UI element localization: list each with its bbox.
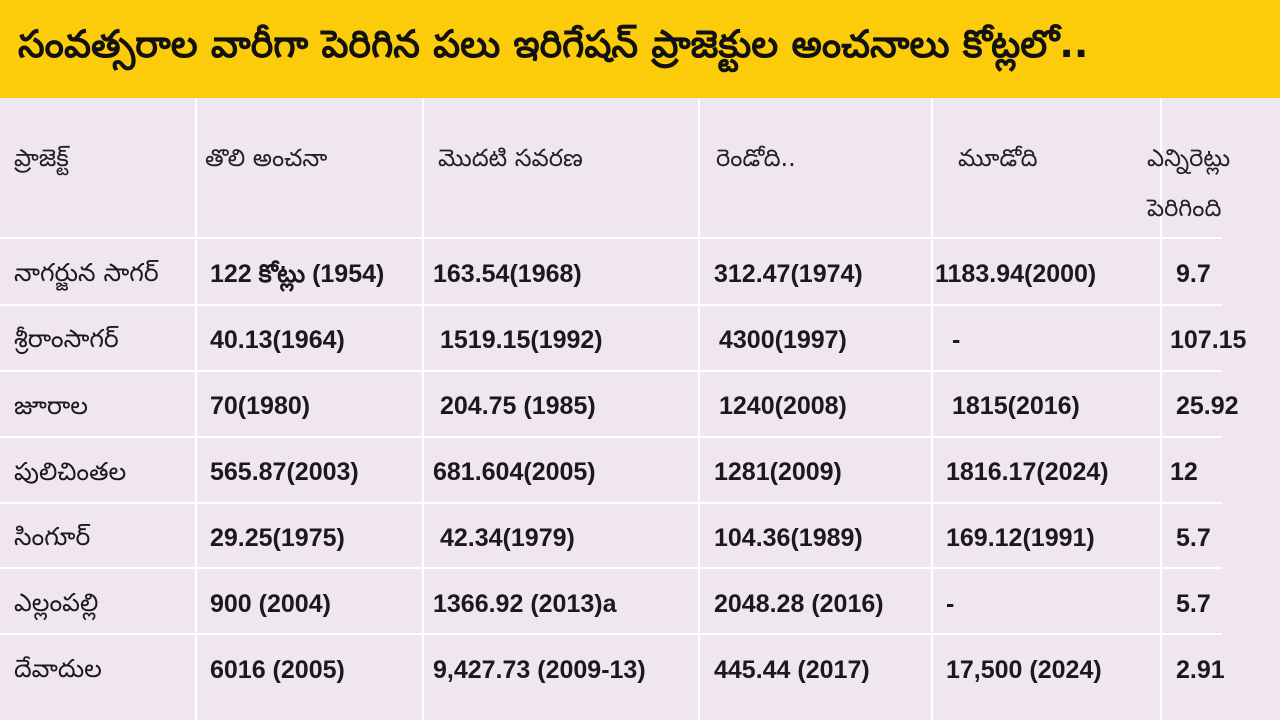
table-cell: 4300(1997) bbox=[719, 326, 847, 354]
row-divider bbox=[0, 502, 1222, 504]
row-divider bbox=[0, 567, 1222, 569]
table-cell: 163.54(1968) bbox=[433, 260, 582, 288]
table-cell: 107.15 bbox=[1170, 326, 1247, 354]
column-divider bbox=[195, 98, 197, 720]
project-name: జూరాల bbox=[14, 391, 89, 420]
column-divider bbox=[422, 98, 424, 720]
project-name: నాగర్జున సాగర్ bbox=[14, 258, 159, 287]
table-cell: - bbox=[952, 326, 961, 354]
table-cell: 5.7 bbox=[1176, 524, 1211, 552]
row-divider bbox=[0, 304, 1222, 306]
table-cell: 1240(2008) bbox=[719, 392, 847, 420]
project-name: పులిచింతల bbox=[14, 457, 127, 486]
table-cell: 1815(2016) bbox=[952, 392, 1080, 420]
table-cell: 122 కోట్లు (1954) bbox=[210, 260, 385, 288]
table-cell: 2.91 bbox=[1176, 656, 1225, 684]
table-cell: 1519.15(1992) bbox=[440, 326, 603, 354]
table-cell: 1183.94(2000) bbox=[935, 260, 1097, 288]
project-name: సింగూర్ bbox=[14, 522, 91, 551]
table-cell: 169.12(1991) bbox=[946, 524, 1095, 552]
row-divider bbox=[0, 633, 1222, 635]
header-project: ప్రాజెక్ట్ bbox=[14, 144, 69, 172]
table-cell: 6016 (2005) bbox=[210, 656, 345, 684]
project-name: దేవాదుల bbox=[14, 654, 102, 683]
table-cell: 681.604(2005) bbox=[433, 458, 596, 486]
project-name: ఎల్లంపల్లి bbox=[14, 588, 99, 617]
column-divider bbox=[1160, 98, 1162, 720]
table-cell: 40.13(1964) bbox=[210, 326, 345, 354]
header-initial-estimate: తొలి అంచనా bbox=[205, 144, 328, 172]
row-divider bbox=[0, 370, 1222, 372]
header-first-revision: మొదటి సవరణ bbox=[438, 144, 583, 172]
table-cell: 12 bbox=[1170, 458, 1198, 486]
table-cell: 900 (2004) bbox=[210, 590, 331, 618]
table-cell: 1366.92 (2013)a bbox=[433, 590, 617, 618]
table-cell: 445.44 (2017) bbox=[714, 656, 870, 684]
title-banner: సంవత్సరాల వారీగా పెరిగిన పలు ఇరిగేషన్ ప్… bbox=[0, 0, 1280, 98]
page-title: సంవత్సరాల వారీగా పెరిగిన పలు ఇరిగేషన్ ప్… bbox=[18, 22, 1089, 66]
projects-table: ప్రాజెక్ట్ తొలి అంచనా మొదటి సవరణ రెండోది… bbox=[0, 98, 1280, 720]
project-name: శ్రీరాంసాగర్ bbox=[14, 324, 119, 353]
table-cell: 312.47(1974) bbox=[714, 260, 863, 288]
header-times-increased: ఎన్నిరెట్లు bbox=[1147, 144, 1231, 172]
table-cell: 70(1980) bbox=[210, 392, 311, 420]
table-cell: 204.75 (1985) bbox=[440, 392, 596, 420]
table-cell: 5.7 bbox=[1176, 590, 1211, 618]
table-cell: 565.87(2003) bbox=[210, 458, 359, 486]
table-cell: 17,500 (2024) bbox=[946, 656, 1102, 684]
column-divider bbox=[698, 98, 700, 720]
row-divider bbox=[0, 436, 1222, 438]
table-cell: 104.36(1989) bbox=[714, 524, 863, 552]
table-cell: 29.25(1975) bbox=[210, 524, 345, 552]
header-times-increased-2: పెరిగింది bbox=[1147, 194, 1222, 222]
column-divider bbox=[931, 98, 933, 720]
table-cell: - bbox=[946, 590, 955, 618]
table-cell: 2048.28 (2016) bbox=[714, 590, 884, 618]
table-cell: 9.7 bbox=[1176, 260, 1211, 288]
header-third-revision: మూడోది bbox=[958, 144, 1038, 172]
table-cell: 25.92 bbox=[1176, 392, 1239, 420]
table-cell: 1816.17(2024) bbox=[946, 458, 1109, 486]
row-divider bbox=[0, 237, 1222, 239]
table-cell: 9,427.73 (2009-13) bbox=[433, 656, 646, 684]
table-cell: 42.34(1979) bbox=[440, 524, 575, 552]
header-second-revision: రెండోది.. bbox=[716, 144, 796, 172]
table-cell: 1281(2009) bbox=[714, 458, 842, 486]
